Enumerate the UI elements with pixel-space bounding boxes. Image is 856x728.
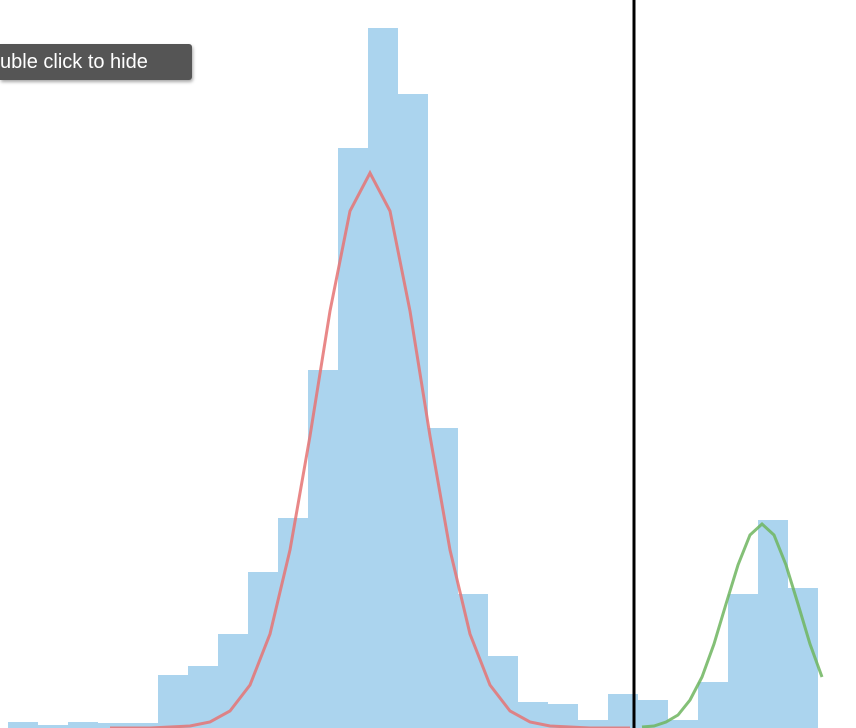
bar — [578, 720, 608, 728]
bar — [458, 594, 488, 728]
bar — [68, 722, 98, 728]
bar — [98, 723, 128, 728]
bar — [668, 720, 698, 728]
bar — [158, 675, 188, 728]
bar — [368, 28, 398, 728]
bar — [8, 722, 38, 728]
fit-curve — [641, 521, 824, 728]
bar — [218, 634, 248, 728]
bar — [488, 656, 518, 728]
bar — [398, 94, 428, 728]
bar — [188, 666, 218, 728]
bar — [428, 428, 458, 728]
bar — [338, 148, 368, 728]
bar — [698, 682, 728, 728]
bar — [728, 594, 758, 728]
bar — [758, 520, 788, 728]
bar — [278, 518, 308, 728]
bar — [38, 725, 68, 728]
bar — [548, 704, 578, 728]
bar — [788, 588, 818, 728]
fit-curve — [110, 169, 630, 728]
bar — [308, 370, 338, 728]
bar — [128, 723, 158, 728]
tooltip[interactable]: uble click to hide — [0, 44, 192, 80]
